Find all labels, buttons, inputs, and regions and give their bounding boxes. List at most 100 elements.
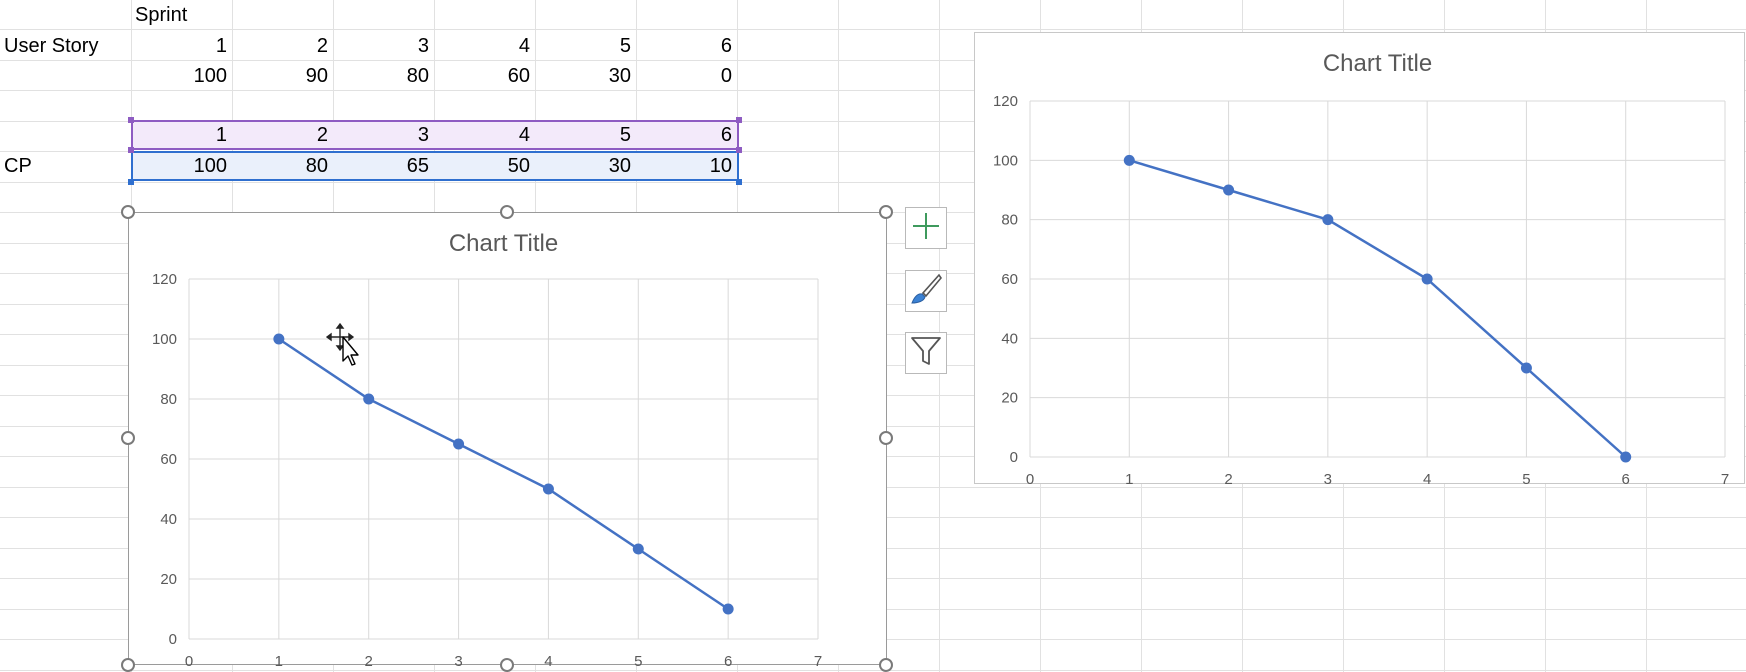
cell-cp-x-value[interactable]: 1 (215, 124, 227, 146)
chart-styles-button[interactable] (905, 270, 947, 312)
cell-story-points[interactable]: 0 (720, 65, 732, 87)
chart-filters-funnel-icon (909, 334, 943, 373)
chart-title: Chart Title (1323, 50, 1432, 77)
data-point (1620, 451, 1632, 463)
chart-plot-svg: Chart Title 0 20 40 60 80 100 120 0 1 2 3 4 5 6 7 (993, 50, 1729, 488)
data-point (363, 393, 375, 405)
cell-header-sprint[interactable]: Sprint (135, 4, 188, 26)
cell-cp-value[interactable]: 10 (709, 155, 732, 177)
cell-cp-value[interactable]: 65 (406, 155, 429, 177)
x-tick-label: 2 (365, 653, 373, 670)
cell-story-points[interactable]: 100 (193, 65, 227, 87)
y-tick-label: 40 (160, 511, 177, 528)
cell-sprint-number[interactable]: 1 (215, 35, 227, 57)
x-tick-label: 5 (634, 653, 642, 670)
x-tick-label: 3 (454, 653, 462, 670)
y-tick-label: 40 (1001, 330, 1018, 347)
resize-handle-bottom-center[interactable] (500, 658, 514, 672)
y-tick-label: 20 (160, 571, 177, 588)
chart-right[interactable]: Chart Title 0 20 40 60 80 100 120 0 1 2 3 4 5 6 7 (974, 32, 1745, 488)
x-tick-label: 1 (1125, 471, 1133, 488)
y-tick-label: 20 (1001, 390, 1018, 407)
cell-label-cp[interactable]: CP (4, 155, 32, 177)
resize-handle-top-right[interactable] (879, 205, 893, 219)
cell-story-points[interactable]: 30 (608, 65, 631, 87)
x-tick-label: 7 (1721, 471, 1729, 488)
x-tick-label: 4 (1423, 471, 1431, 488)
resize-handle-bottom-right[interactable] (879, 658, 893, 672)
series-line (1128, 159, 1627, 458)
grid-row-line (0, 29, 1746, 30)
x-tick-label: 1 (275, 653, 283, 670)
cell-cp-value[interactable]: 100 (193, 155, 227, 177)
range-corner-handle[interactable] (736, 147, 742, 153)
resize-handle-middle-right[interactable] (879, 431, 893, 445)
cell-cp-x-value[interactable]: 2 (316, 124, 328, 146)
chart-selected[interactable]: Chart Title 0 20 40 60 80 100 120 0 1 2 3 4 5 6 7 (128, 212, 887, 670)
y-tick-label: 0 (169, 631, 177, 648)
range-corner-handle[interactable] (736, 179, 742, 185)
x-tick-label: 7 (814, 653, 822, 670)
series-line (278, 337, 729, 611)
data-point (1421, 273, 1433, 285)
x-tick-label: 6 (724, 653, 732, 670)
cell-sprint-number[interactable]: 6 (720, 35, 732, 57)
grid-row-line (0, 670, 1746, 671)
grid-row-line (0, 182, 1746, 183)
data-point (1520, 362, 1532, 374)
resize-handle-bottom-left[interactable] (121, 658, 135, 672)
data-point (542, 483, 554, 495)
cell-cp-x-value[interactable]: 5 (619, 124, 631, 146)
cell-story-points[interactable]: 80 (406, 65, 429, 87)
data-point (722, 603, 734, 615)
x-tick-label: 4 (544, 653, 552, 670)
x-tick-label: 6 (1622, 471, 1630, 488)
move-cursor-icon (325, 322, 366, 372)
cell-cp-value[interactable]: 50 (507, 155, 530, 177)
cell-story-points[interactable]: 90 (305, 65, 328, 87)
chart-filters-button[interactable] (905, 332, 947, 374)
chart-plot-svg: Chart Title 0 20 40 60 80 100 120 0 1 2 3 4 5 6 7 (152, 230, 822, 670)
grid-row-line (0, 60, 1746, 61)
cell-cp-value[interactable]: 30 (608, 155, 631, 177)
x-tick-label: 0 (185, 653, 193, 670)
cell-story-points[interactable]: 60 (507, 65, 530, 87)
range-corner-handle[interactable] (128, 179, 134, 185)
chart-elements-button[interactable] (905, 207, 947, 249)
chart-styles-brush-icon (909, 272, 943, 311)
selected-range-x-values[interactable] (131, 120, 739, 150)
chart-elements-plus-icon (910, 210, 942, 247)
cell-cp-value[interactable]: 80 (305, 155, 328, 177)
y-tick-label: 60 (1001, 271, 1018, 288)
y-tick-label: 80 (1001, 212, 1018, 229)
chart-title: Chart Title (449, 230, 558, 257)
cell-label-user-story[interactable]: User Story (4, 35, 99, 57)
cell-cp-x-value[interactable]: 6 (720, 124, 732, 146)
resize-handle-middle-left[interactable] (121, 431, 135, 445)
cell-cp-x-value[interactable]: 3 (417, 124, 429, 146)
x-tick-label: 5 (1522, 471, 1530, 488)
data-point (632, 543, 644, 555)
range-corner-handle[interactable] (128, 117, 134, 123)
resize-handle-top-center[interactable] (500, 205, 514, 219)
cell-sprint-number[interactable]: 5 (619, 35, 631, 57)
x-tick-label: 2 (1224, 471, 1232, 488)
cell-cp-x-value[interactable]: 4 (518, 124, 530, 146)
resize-handle-top-left[interactable] (121, 205, 135, 219)
data-point (273, 333, 285, 345)
y-tick-label: 100 (993, 152, 1018, 169)
data-point (1322, 214, 1334, 226)
y-tick-label: 0 (1010, 449, 1018, 466)
grid-row-line (0, 121, 1746, 122)
range-corner-handle[interactable] (736, 117, 742, 123)
cell-sprint-number[interactable]: 3 (417, 35, 429, 57)
selected-range-y-values[interactable] (131, 151, 739, 181)
data-point (1123, 154, 1135, 166)
data-point (1223, 184, 1235, 196)
grid-row-line (0, 151, 1746, 152)
cell-sprint-number[interactable]: 4 (518, 35, 530, 57)
y-tick-label: 80 (160, 391, 177, 408)
cell-sprint-number[interactable]: 2 (316, 35, 328, 57)
y-tick-label: 100 (152, 331, 177, 348)
range-corner-handle[interactable] (128, 147, 134, 153)
